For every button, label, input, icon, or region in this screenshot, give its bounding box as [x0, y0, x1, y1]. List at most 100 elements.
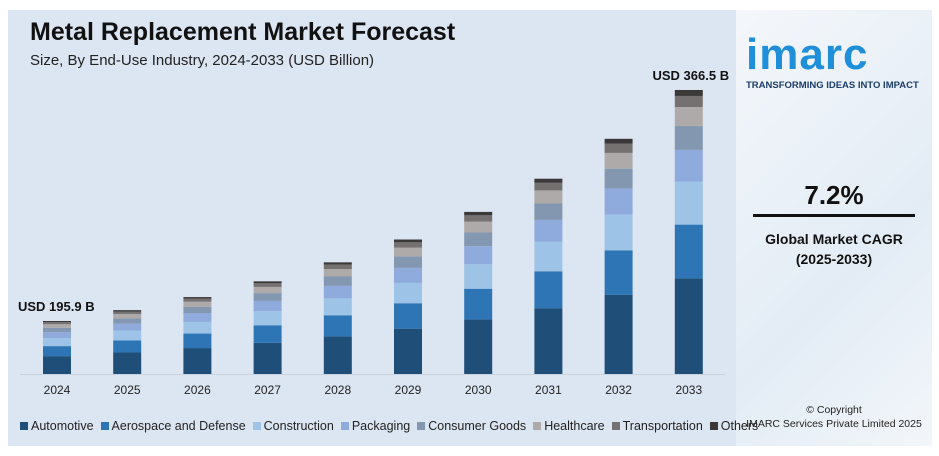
- legend-item: Packaging: [340, 419, 410, 433]
- bar-segment-packaging: [674, 149, 703, 182]
- bar-segment-healthcare: [604, 152, 633, 169]
- x-tick-label: 2025: [114, 383, 141, 397]
- bar-segment-others: [113, 310, 142, 312]
- legend-label: Healthcare: [544, 419, 605, 433]
- copyright-line1: © Copyright: [806, 404, 862, 416]
- x-tick-label: 2033: [675, 383, 702, 397]
- bar-segment-others: [323, 262, 352, 265]
- bar-segment-others: [604, 138, 633, 144]
- bar-segment-transportation: [253, 283, 282, 287]
- data-label: USD 195.9 B: [18, 299, 95, 314]
- bar-segment-others: [464, 211, 493, 216]
- bar-segment-construction: [43, 338, 71, 347]
- bar-segment-construction: [464, 264, 493, 289]
- bar-segment-consumer-goods: [534, 203, 563, 220]
- legend-item: Consumer Goods: [417, 419, 526, 433]
- legend-item: Automotive: [20, 419, 94, 433]
- legend-item: Transportation: [611, 419, 703, 433]
- bar-segment-consumer-goods: [604, 168, 633, 189]
- side-panel: [736, 10, 932, 446]
- bar-segment-transportation: [183, 298, 212, 302]
- bar-segment-packaging: [323, 285, 352, 299]
- legend-item: Aerospace and Defense: [100, 419, 246, 433]
- cagr-label-text: Global Market CAGR: [765, 231, 903, 247]
- bar-segment-others: [43, 321, 71, 323]
- bar-segment-aerospace-and-defense: [394, 303, 422, 329]
- legend-label: Automotive: [31, 419, 94, 433]
- bar-segment-transportation: [43, 322, 71, 325]
- legend-swatch: [533, 422, 542, 430]
- chart-subtitle: Size, By End-Use Industry, 2024-2033 (US…: [30, 52, 375, 69]
- bar-segment-aerospace-and-defense: [464, 288, 493, 320]
- x-tick-label: 2026: [184, 383, 211, 397]
- bar-segment-packaging: [464, 246, 493, 265]
- bar-segment-consumer-goods: [183, 306, 212, 314]
- brand-tagline: TRANSFORMING IDEAS INTO IMPACT: [746, 80, 919, 91]
- bar-segment-aerospace-and-defense: [534, 271, 563, 309]
- bar-segment-consumer-goods: [323, 276, 352, 286]
- bar-segment-packaging: [183, 313, 212, 322]
- bar-segment-aerospace-and-defense: [604, 250, 633, 295]
- legend-swatch: [417, 422, 426, 430]
- bar-segment-healthcare: [394, 247, 422, 257]
- bar-segment-construction: [674, 181, 703, 225]
- bar-segment-construction: [604, 214, 633, 251]
- bar-segment-others: [183, 297, 212, 299]
- bar-segment-transportation: [113, 311, 142, 314]
- bar-segment-construction: [534, 241, 563, 272]
- legend-swatch: [709, 422, 718, 430]
- bar-segment-aerospace-and-defense: [674, 224, 703, 279]
- legend-label: Aerospace and Defense: [111, 419, 246, 433]
- legend-item: Others: [709, 419, 759, 433]
- bar-segment-packaging: [604, 188, 633, 215]
- bar-segment-construction: [394, 282, 422, 304]
- bar-segment-aerospace-and-defense: [43, 346, 71, 357]
- bar-segment-healthcare: [43, 324, 71, 328]
- bar-segment-healthcare: [674, 107, 703, 127]
- bar-segment-healthcare: [323, 269, 352, 277]
- legend-item: Construction: [252, 419, 334, 433]
- bar-segment-aerospace-and-defense: [183, 333, 212, 349]
- bar-segment-consumer-goods: [394, 256, 422, 268]
- bar-segment-construction: [113, 330, 142, 341]
- legend-swatch: [252, 422, 261, 430]
- legend-label: Transportation: [622, 419, 703, 433]
- bar-segment-consumer-goods: [674, 126, 703, 150]
- bar-segment-automotive: [604, 294, 633, 374]
- legend-label: Others: [720, 419, 759, 433]
- cagr-period: (2025-2033): [795, 251, 873, 267]
- legend: Automotive Aerospace and Defense Construct…: [20, 419, 758, 433]
- legend-swatch: [611, 422, 620, 430]
- bar-segment-automotive: [534, 308, 563, 374]
- x-tick-label: 2027: [254, 383, 281, 397]
- bar-segment-packaging: [534, 219, 563, 242]
- bar-segment-automotive: [464, 319, 493, 374]
- bar-segment-packaging: [394, 267, 422, 283]
- legend-label: Consumer Goods: [428, 419, 527, 433]
- x-tick-label: 2029: [395, 383, 422, 397]
- cagr-value: 7.2%: [804, 180, 864, 210]
- bar-segment-others: [534, 178, 563, 183]
- chart-title: Metal Replacement Market Forecast: [30, 18, 456, 46]
- bar-segment-others: [674, 89, 703, 96]
- bar-segment-packaging: [253, 300, 282, 312]
- bar-segment-healthcare: [534, 190, 563, 204]
- bar-segment-consumer-goods: [43, 327, 71, 333]
- bar-segment-consumer-goods: [464, 232, 493, 247]
- bar-segment-packaging: [113, 323, 142, 331]
- bar-segment-transportation: [464, 215, 493, 222]
- bar-segment-healthcare: [253, 286, 282, 294]
- bar-segment-aerospace-and-defense: [253, 325, 282, 343]
- bar-segment-construction: [323, 298, 352, 316]
- cagr-label: Global Market CAGR (2025-2033): [736, 229, 932, 269]
- bar-segment-aerospace-and-defense: [323, 315, 352, 337]
- bar-segment-transportation: [534, 182, 563, 191]
- legend-swatch: [20, 422, 28, 430]
- divider: [753, 214, 915, 217]
- bar-segment-others: [394, 239, 422, 243]
- x-tick-label: 2024: [44, 383, 71, 397]
- bar-segment-automotive: [183, 348, 212, 374]
- bar-segment-automotive: [323, 336, 352, 374]
- legend-label: Construction: [263, 419, 334, 433]
